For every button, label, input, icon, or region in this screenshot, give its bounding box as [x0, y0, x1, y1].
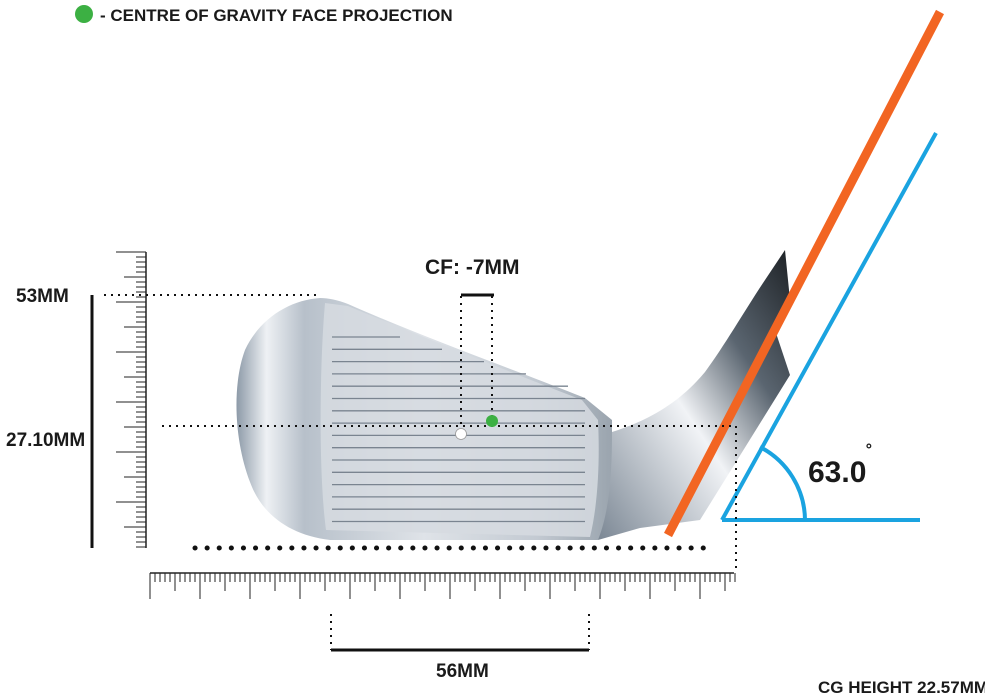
vertical-ruler [116, 251, 147, 548]
legend: - CENTRE OF GRAVITY FACE PROJECTION [75, 5, 453, 25]
hosel [598, 250, 790, 540]
vertical-ruler-ticks [116, 251, 146, 548]
shaft-line [664, 9, 944, 538]
face-insert [320, 303, 599, 537]
legend-text: - CENTRE OF GRAVITY FACE PROJECTION [100, 6, 453, 25]
horizontal-ruler [149, 572, 736, 599]
cf-label: CF: -7MM [425, 256, 519, 279]
angle-value: 63.0 [808, 456, 866, 489]
cg-height-label: 27.10MM [6, 430, 85, 451]
face-center-dot [455, 428, 467, 440]
angle-arc-icon [759, 445, 807, 521]
cg-projection-dot [486, 415, 498, 427]
lie-line [720, 132, 938, 521]
angle-unit: ˚ [866, 442, 873, 465]
horizontal-ruler-ticks [149, 573, 736, 599]
club-head-icon [236, 250, 790, 540]
dotted-guides [104, 294, 737, 650]
height-top-label: 53MM [16, 286, 69, 307]
face-grooves [332, 336, 585, 523]
footer-cg-height: CG HEIGHT 22.57MM [818, 678, 985, 697]
width-label: 56MM [436, 661, 489, 682]
green-dot-icon [75, 5, 93, 23]
